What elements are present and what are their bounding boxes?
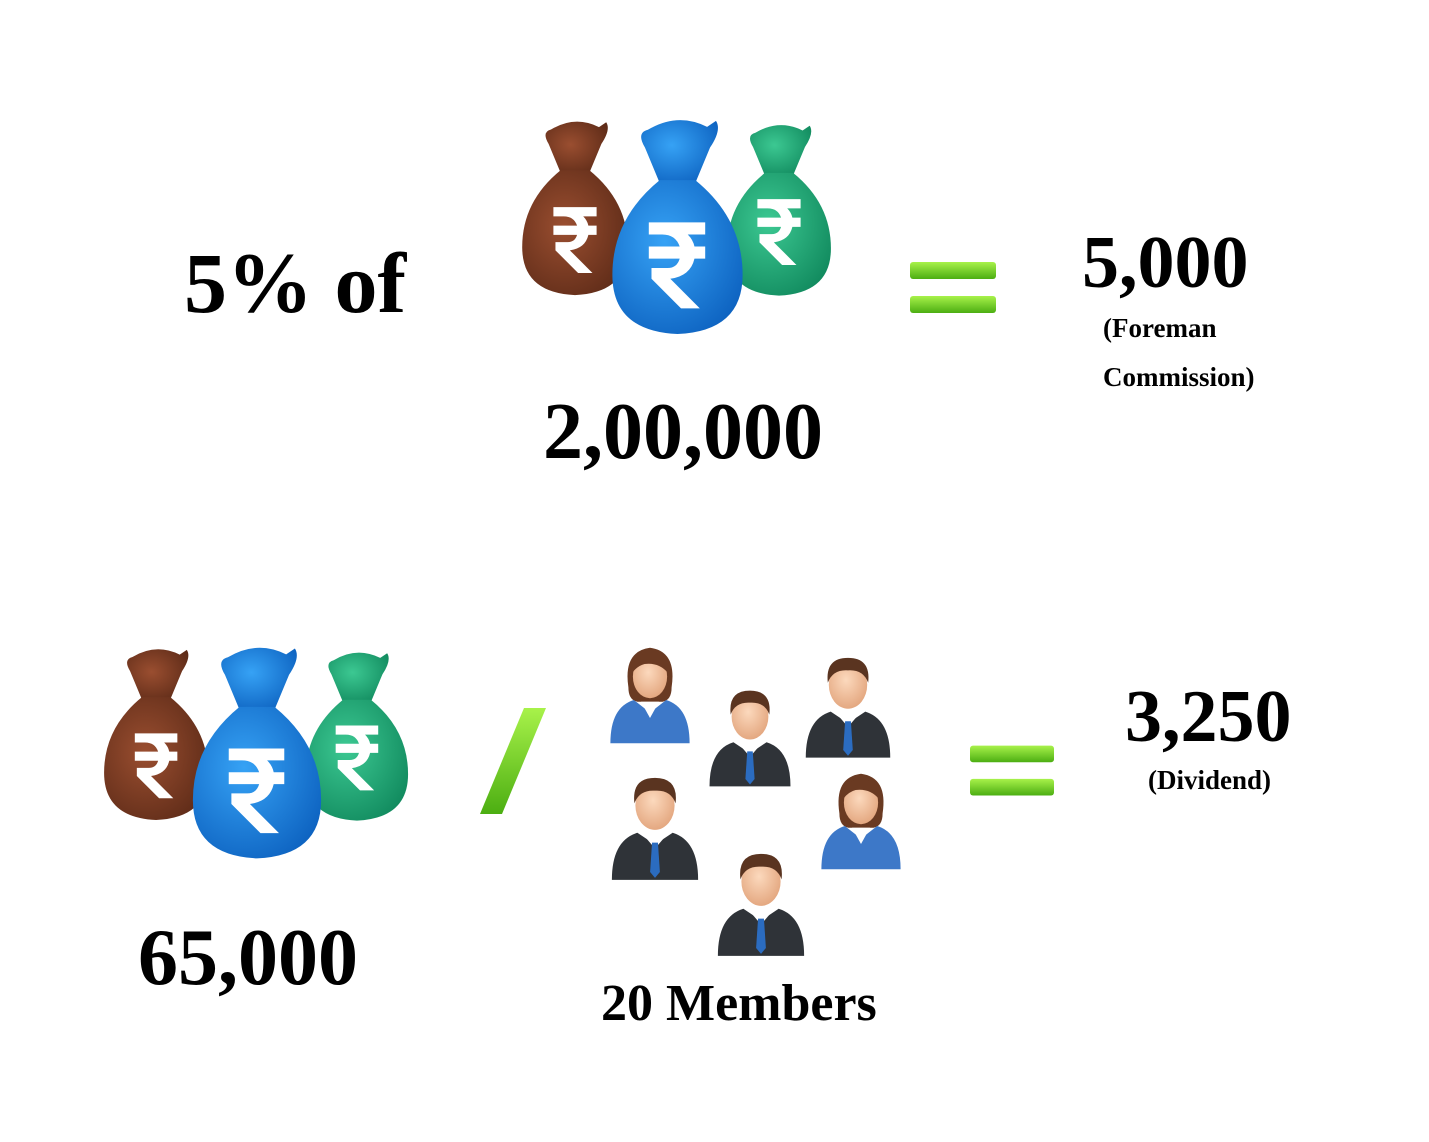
- money-bags-icon: [104, 647, 409, 859]
- divide-icon: [480, 708, 546, 814]
- equals-icon: [970, 745, 1054, 796]
- dividend-pool-amount: 65,000: [138, 914, 358, 1002]
- commission-amount: 5,000: [1082, 222, 1249, 304]
- percent-of-label: 5% of: [184, 235, 407, 331]
- dividend-caption: (Dividend): [1148, 765, 1272, 795]
- members-label: 20 Members: [601, 975, 877, 1032]
- principal-amount: 2,00,000: [543, 388, 823, 476]
- commission-caption-line1: (Foreman: [1103, 313, 1217, 343]
- people-group-icon: [610, 647, 901, 956]
- money-bags-icon: [522, 120, 831, 335]
- equals-icon: [910, 262, 996, 313]
- dividend-amount: 3,250: [1125, 676, 1292, 758]
- commission-caption-line2: Commission): [1103, 362, 1255, 392]
